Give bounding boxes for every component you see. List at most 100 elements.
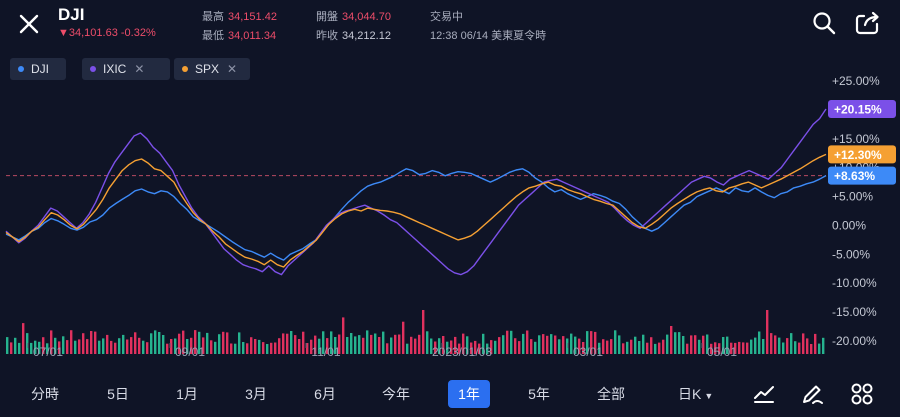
volume-bar	[566, 338, 569, 354]
series-line-ixic	[5, 108, 827, 276]
volume-bar	[110, 340, 113, 354]
period-3m[interactable]: 3月	[245, 386, 267, 402]
y-tick-label: +25.00%	[832, 74, 880, 88]
volume-bar	[206, 332, 209, 354]
ticker-symbol: DJI	[58, 5, 85, 24]
volume-bar	[382, 331, 385, 354]
volume-bar	[650, 337, 653, 354]
volume-bar	[750, 339, 753, 354]
volume-bar	[182, 330, 185, 354]
volume-bar	[458, 343, 461, 354]
volume-bar	[538, 335, 541, 354]
period-all[interactable]: 全部	[597, 386, 625, 402]
volume-bar	[30, 342, 33, 354]
volume-bar	[674, 332, 677, 354]
volume-bar	[214, 341, 217, 354]
volume-bar	[406, 343, 409, 354]
volume-bar	[518, 341, 521, 354]
period-1m[interactable]: 1月	[176, 386, 198, 402]
volume-bar	[186, 339, 189, 354]
volume-bar	[6, 337, 9, 354]
volume-bar	[66, 340, 69, 354]
remove-ixic-icon[interactable]: ✕	[134, 62, 145, 76]
volume-bar	[522, 333, 525, 354]
kline-selector[interactable]: 日K ▼	[678, 386, 714, 402]
y-tick-label: -15.00%	[832, 305, 877, 319]
volume-bar	[554, 335, 557, 354]
draw-pen-icon[interactable]	[800, 382, 824, 406]
series-line-spx	[5, 153, 827, 268]
volume-bar	[590, 331, 593, 354]
x-tick-label: 11/01	[311, 345, 340, 359]
volume-bar	[122, 334, 125, 354]
trading-status: 交易中	[430, 11, 463, 23]
chip-ixic[interactable]: IXIC ✕	[82, 58, 170, 80]
volume-bar	[758, 331, 761, 354]
ixic-dot	[90, 66, 96, 73]
volume-bar	[242, 342, 245, 354]
volume-bar	[722, 337, 725, 354]
volume-bar	[310, 339, 313, 354]
volume-bar	[690, 335, 693, 354]
volume-bar	[494, 340, 497, 354]
volume-bar	[646, 342, 649, 354]
share-icon[interactable]	[855, 11, 881, 35]
chip-spx[interactable]: SPX ✕	[174, 58, 250, 80]
period-intraday[interactable]: 分時	[31, 386, 59, 402]
volume-bar	[426, 331, 429, 354]
period-5y[interactable]: 5年	[528, 386, 550, 402]
volume-bar	[606, 340, 609, 354]
volume-bar	[822, 337, 825, 354]
volume-bar	[766, 310, 769, 354]
grid-icon[interactable]	[850, 382, 874, 406]
volume-bar	[574, 336, 577, 354]
volume-bar	[614, 330, 617, 354]
caret-down-icon: ▼	[704, 391, 714, 401]
indicator-icon[interactable]	[752, 382, 776, 406]
volume-bar	[530, 339, 533, 354]
volume-bar	[342, 317, 345, 354]
volume-bar	[710, 343, 713, 354]
header: DJI ▼34,101.63 -0.32% 最高 34,151.42 最低 34,0…	[0, 0, 900, 52]
volume-bar	[10, 342, 13, 354]
volume-bar	[82, 333, 85, 354]
volume-bar	[306, 343, 309, 354]
stat-open: 開盤 34,044.70	[316, 11, 391, 23]
search-icon[interactable]	[812, 11, 836, 35]
volume-bar	[770, 333, 773, 354]
period-5d[interactable]: 5日	[107, 386, 129, 402]
close-icon[interactable]	[14, 9, 44, 39]
volume-bar	[298, 339, 301, 354]
trading-time: 12:38 06/14 美東夏令時	[430, 30, 547, 42]
volume-bar	[442, 336, 445, 354]
period-ytd[interactable]: 今年	[382, 386, 410, 402]
period-1y[interactable]: 1年	[448, 380, 490, 408]
volume-bar	[98, 340, 101, 354]
comparison-chart[interactable]: +25.00%+20.00%+15.00%+10.00%+5.00%0.00%-…	[0, 60, 900, 360]
volume-bar	[490, 340, 493, 354]
period-6m[interactable]: 6月	[314, 386, 336, 402]
volume-bar	[202, 337, 205, 354]
volume-bar	[774, 335, 777, 354]
stats-col-2: 開盤 34,044.70 昨收 34,212.12	[316, 8, 391, 46]
volume-bar	[18, 342, 21, 354]
volume-bar	[222, 331, 225, 354]
volume-bar	[234, 343, 237, 354]
volume-bar	[366, 330, 369, 354]
remove-spx-icon[interactable]: ✕	[227, 62, 238, 76]
price-quote: ▼34,101.63 -0.32%	[58, 27, 156, 39]
volume-bar	[398, 334, 401, 354]
volume-bar	[210, 340, 213, 354]
volume-bar	[330, 331, 333, 354]
volume-bar	[358, 335, 361, 354]
volume-bar	[714, 342, 717, 354]
volume-bar	[62, 336, 65, 354]
volume-bar	[142, 340, 145, 354]
volume-bar	[346, 337, 349, 354]
volume-bar	[746, 342, 749, 354]
volume-bar	[482, 333, 485, 354]
stat-high: 最高 34,151.42	[202, 11, 277, 23]
chip-dji[interactable]: DJI	[10, 58, 66, 80]
volume-bar	[546, 335, 549, 354]
volume-bar	[510, 330, 513, 354]
